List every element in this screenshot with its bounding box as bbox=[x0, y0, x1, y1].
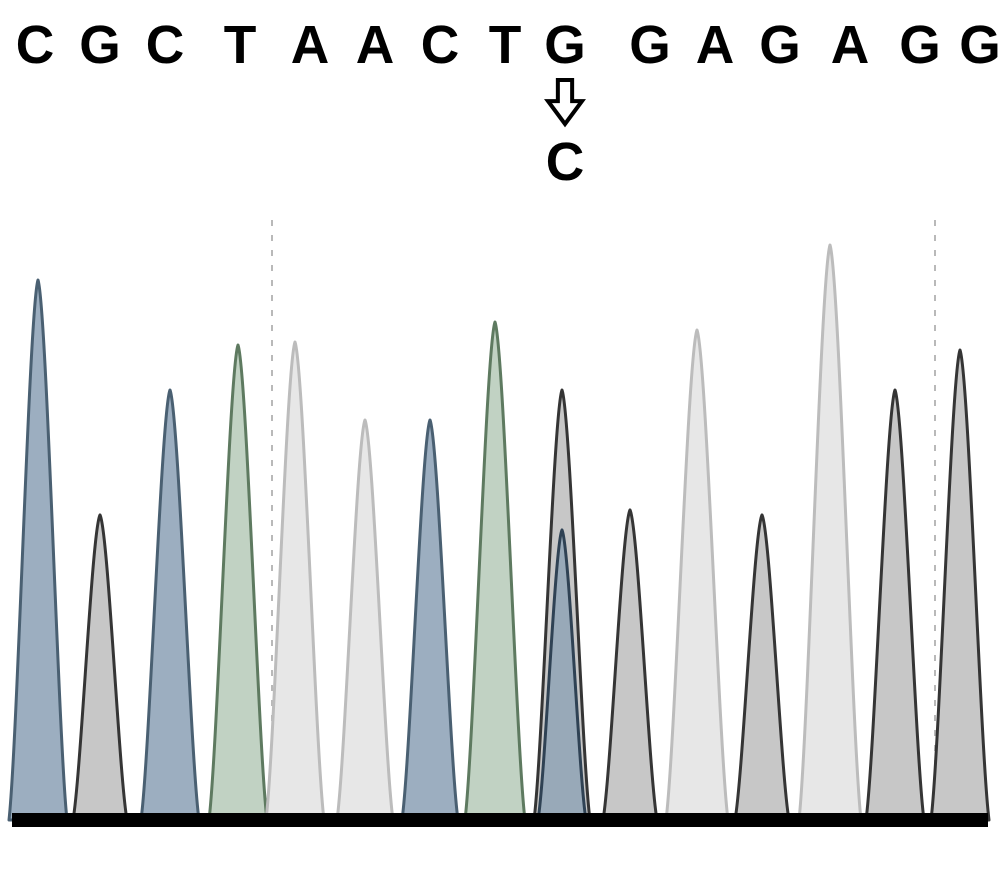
trace-peak bbox=[402, 420, 458, 820]
trace-peak bbox=[73, 515, 127, 820]
trace-peak bbox=[666, 330, 728, 820]
trace-peak bbox=[9, 280, 67, 820]
trace-peak bbox=[866, 390, 924, 820]
trace-peak bbox=[931, 350, 989, 820]
trace-peak bbox=[603, 510, 657, 820]
trace-peak bbox=[337, 420, 393, 820]
trace-peak bbox=[141, 390, 199, 820]
chromatogram-figure: CGCTAACTGGAGAGG C bbox=[0, 0, 1000, 877]
trace-peak bbox=[266, 342, 324, 820]
trace-peak bbox=[799, 245, 861, 820]
chromatogram-chart bbox=[0, 0, 1000, 877]
trace-peak bbox=[465, 322, 525, 820]
trace-peak bbox=[209, 345, 267, 820]
trace-peak bbox=[735, 515, 789, 820]
